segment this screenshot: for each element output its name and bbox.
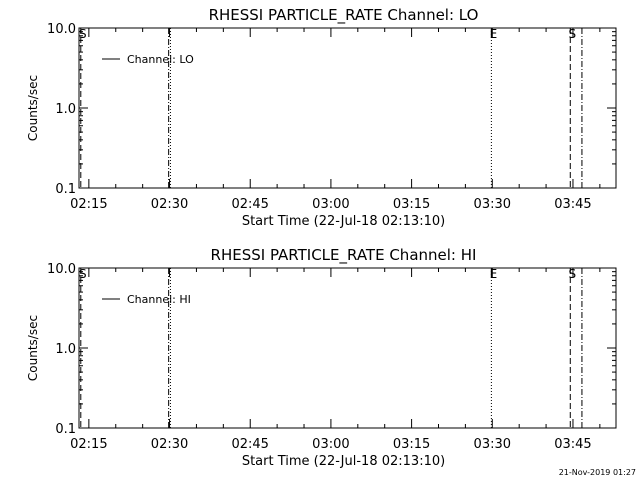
x-tick-label: 03:15 [393, 197, 430, 212]
x-axis-label: Start Time (22-Jul-18 02:13:10) [242, 454, 445, 469]
marker-label: S [79, 267, 87, 281]
x-tick-label: 03:30 [474, 437, 511, 452]
y-tick-label: 0.1 [55, 182, 76, 197]
y-tick-label: 10.0 [47, 22, 76, 37]
y-axis-label: Counts/sec [26, 75, 40, 141]
x-tick-label: 03:30 [474, 197, 511, 212]
chart-title: RHESSI PARTICLE_RATE Channel: HI [211, 246, 477, 265]
x-tick-label: 02:30 [151, 197, 188, 212]
plot-frame [78, 267, 617, 429]
marker-label: E [490, 267, 498, 281]
marker-label: S [79, 27, 87, 41]
y-axis-label: Counts/sec [26, 315, 40, 381]
x-tick-label: 03:00 [312, 437, 349, 452]
marker-label: E [490, 27, 498, 41]
x-axis-label: Start Time (22-Jul-18 02:13:10) [242, 214, 445, 229]
y-tick-label: 10.0 [47, 262, 76, 277]
chart-title: RHESSI PARTICLE_RATE Channel: LO [209, 6, 479, 25]
x-tick-label: 02:15 [70, 197, 107, 212]
legend-label: Channel: HI [127, 293, 191, 306]
y-tick-label: 1.0 [55, 102, 76, 117]
x-tick-label: 02:30 [151, 437, 188, 452]
x-tick-label: 03:45 [554, 197, 591, 212]
x-tick-label: 03:15 [393, 437, 430, 452]
x-tick-label: 02:45 [231, 437, 268, 452]
x-tick-label: 02:45 [231, 197, 268, 212]
legend-label: Channel: LO [127, 53, 194, 66]
plot-frame [78, 27, 617, 189]
x-tick-label: 03:45 [554, 437, 591, 452]
footer-timestamp: 21-Nov-2019 01:27 [559, 468, 636, 477]
x-tick-label: 02:15 [70, 437, 107, 452]
y-tick-label: 1.0 [55, 342, 76, 357]
y-tick-label: 0.1 [55, 422, 76, 437]
marker-label: S [568, 267, 576, 281]
marker-label: S [568, 27, 576, 41]
x-tick-label: 03:00 [312, 197, 349, 212]
